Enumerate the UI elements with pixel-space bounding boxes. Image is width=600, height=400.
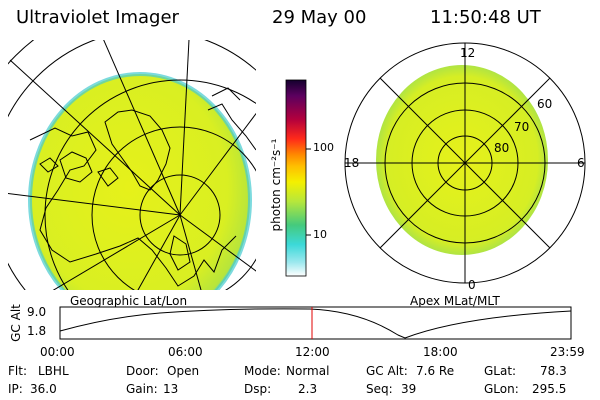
altitude-plot — [59, 306, 572, 340]
glat-value: 78.3 — [540, 364, 567, 378]
time-tick-0000: 00:00 — [40, 345, 75, 359]
gain-value: 13 — [163, 382, 179, 396]
sequence-value: 39 — [401, 382, 417, 396]
door-value: Open — [167, 364, 200, 378]
altitude-tick-high: 9.0 — [27, 305, 47, 319]
observation-time: 11:50:48 UT — [430, 7, 541, 28]
filter-value: LBHL — [38, 364, 69, 378]
ip-value: 36.0 — [30, 382, 57, 396]
color-bar-tick-100: 100 — [313, 141, 334, 154]
geo-panel-caption: Geographic Lat/Lon — [70, 294, 188, 308]
altitude-tick-low: 1.8 — [27, 324, 47, 338]
dsp-label: Dsp: — [244, 382, 272, 396]
glon-value: 295.5 — [532, 382, 567, 396]
apex-panel — [344, 42, 586, 284]
mode-label: Mode: — [244, 364, 281, 378]
time-tick-1800: 18:00 — [423, 345, 458, 359]
mlt-label-6: 6 — [577, 156, 585, 170]
altitude-axis-label: GC Alt — [9, 304, 23, 342]
gc-alt-label: GC Alt: — [366, 364, 408, 378]
mode-value: Normal — [286, 364, 330, 378]
mlt-label-18: 18 — [344, 156, 360, 170]
sequence-label: Seq: — [366, 382, 393, 396]
color-bar-tick-10: 10 — [313, 228, 327, 241]
apex-panel-caption: Apex MLat/MLT — [410, 294, 500, 308]
altitude-curve — [59, 308, 572, 339]
time-tick-1200: 12:00 — [295, 345, 330, 359]
instrument-title: Ultraviolet Imager — [16, 7, 179, 28]
mlt-label-0: 0 — [468, 278, 476, 292]
mlat-label-80: 80 — [494, 141, 510, 155]
glon-label: GLon: — [484, 382, 519, 396]
dsp-value: 2.3 — [298, 382, 318, 396]
mlt-label-12: 12 — [460, 46, 476, 60]
coastline-greenland — [104, 109, 171, 191]
coastline-canada — [29, 127, 237, 287]
glat-label: GLat: — [484, 364, 517, 378]
color-bar-unit-label: photon cm⁻²s⁻¹ — [269, 138, 283, 232]
mlat-label-60: 60 — [537, 97, 553, 111]
observation-date: 29 May 00 — [272, 7, 367, 28]
time-tick-2359: 23:59 — [550, 345, 585, 359]
filter-label: Flt: — [8, 364, 27, 378]
ip-label: IP: — [8, 382, 23, 396]
time-tick-0600: 06:00 — [168, 345, 203, 359]
geographic-panel — [8, 40, 256, 290]
door-label: Door: — [126, 364, 159, 378]
mlat-label-70: 70 — [514, 120, 530, 134]
color-bar-gradient — [285, 79, 307, 277]
gain-label: Gain: — [126, 382, 158, 396]
color-bar — [285, 79, 311, 277]
gc-alt-value: 7.6 Re — [416, 364, 455, 378]
